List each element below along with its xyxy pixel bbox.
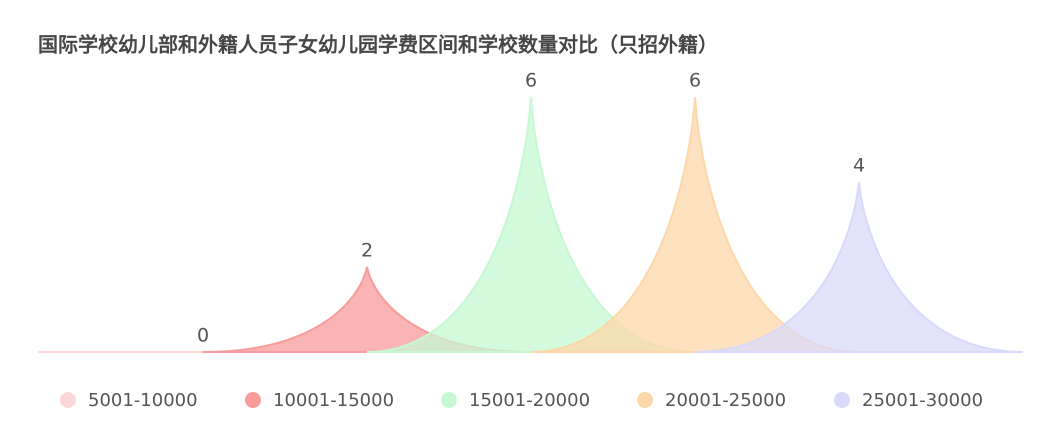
chart-title: 国际学校幼儿部和外籍人员子女幼儿园学费区间和学校数量对比（只招外籍） — [38, 33, 718, 57]
legend-label[interactable]: 25001-30000 — [862, 390, 983, 411]
value-label: 4 — [853, 155, 865, 177]
spike — [694, 181, 1024, 353]
legend-label[interactable]: 5001-10000 — [88, 390, 198, 411]
legend-marker[interactable] — [245, 392, 261, 408]
legend-marker[interactable] — [441, 392, 457, 408]
legend-label[interactable]: 20001-25000 — [665, 390, 786, 411]
value-label: 6 — [689, 70, 701, 92]
legend-marker[interactable] — [834, 392, 850, 408]
spike — [366, 96, 696, 353]
legend-label[interactable]: 10001-15000 — [273, 390, 394, 411]
legend-marker[interactable] — [60, 392, 76, 408]
value-label: 6 — [525, 70, 537, 92]
value-label: 2 — [361, 240, 373, 262]
legend-marker[interactable] — [637, 392, 653, 408]
spike — [530, 96, 860, 353]
legend-label[interactable]: 15001-20000 — [469, 390, 590, 411]
value-label: 0 — [197, 325, 209, 347]
